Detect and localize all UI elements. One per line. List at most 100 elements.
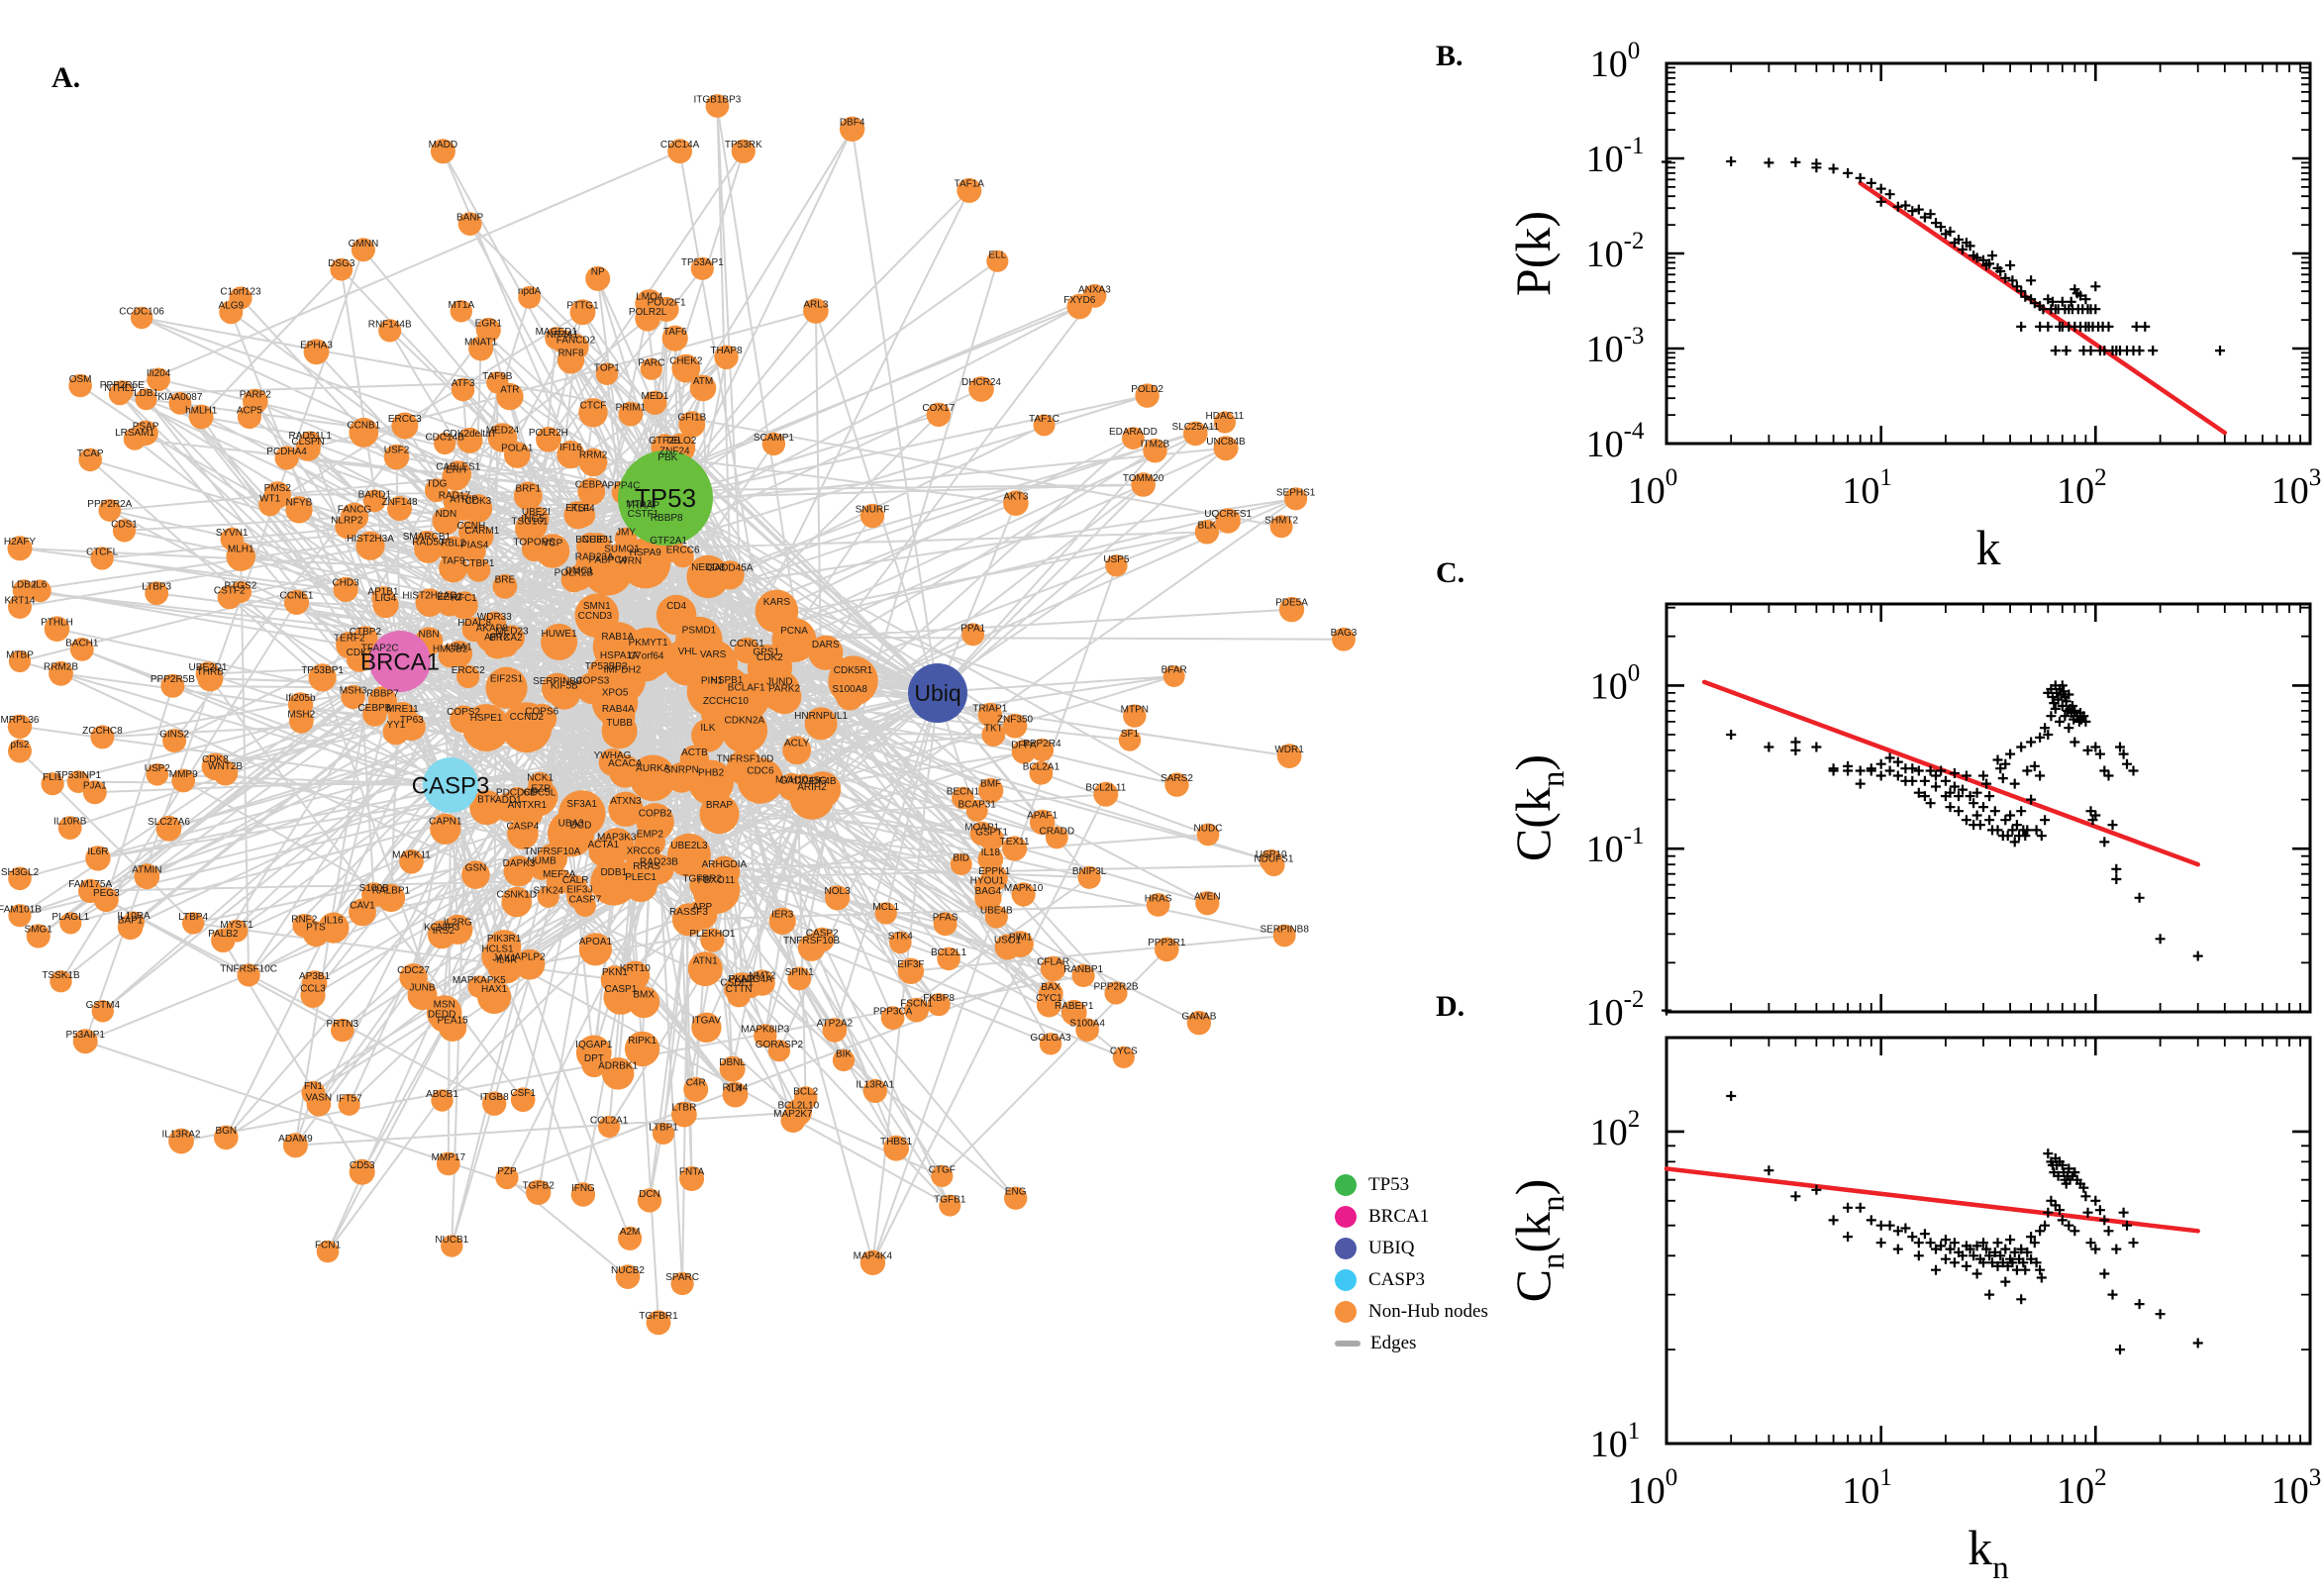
network-node [493,792,524,822]
node-label: TOP1 [594,362,620,373]
node-label: KRT14 [5,595,36,606]
node-label: PLEC1 [625,872,656,883]
node-label: BCL2A1 [1023,761,1060,772]
node-label: MADD [429,140,457,150]
node-label: CSDE1 [720,977,754,988]
network-node [123,911,145,934]
node-label: TNFRSF10C [220,963,277,974]
node-label: S100A8 [832,684,867,695]
node-label: CCND2 [510,712,545,723]
node-label: COPS3 [575,675,609,686]
network-node [570,1182,596,1207]
tp53-swatch-icon [1335,1174,1357,1196]
node-label: BAG4 [975,886,1002,897]
node-label: BFAR [1162,665,1187,676]
node-label: POU2F1 [648,298,686,309]
network-node [1093,781,1119,807]
node-label: FAM101B [0,904,42,915]
node-label: COL2A1 [590,1116,629,1127]
node-label: CHEK2 [669,356,703,367]
node-label: HIST2H3A [347,534,394,545]
network-node [1011,882,1036,907]
network-node [462,540,486,563]
node-label: CCND3 [578,611,613,622]
network-node [661,325,688,351]
node-label: IL10RB [53,817,87,828]
network-node [931,1164,954,1187]
node-label: ZNF24 [659,447,690,457]
node-label: ING5 [521,514,545,525]
network-node [123,427,147,450]
node-label: CTTN [726,984,753,995]
network-node-labels: NEDD8 KARS DDB1 PCNA XRCC6 HSPB1 RAD23A VHL VCP P… [0,94,1358,1322]
node-label: BTK [477,794,497,805]
network-node [349,1158,375,1185]
node-label: PKN2 [729,974,756,985]
plot-frame [1665,602,2312,1014]
network-node [57,816,82,840]
network-node [29,579,51,603]
node-label: ALG9 [219,301,245,312]
node-label: DCD [570,820,592,831]
hub-node-ubiq [908,663,967,723]
node-label: LTBP1 [649,1123,678,1134]
node-label: ERCC3 [388,414,422,425]
x-axis-title: k [1976,520,2001,575]
node-label: PCNA [780,626,808,637]
node-label: CLSPN [291,437,324,448]
network-node [436,1151,460,1176]
network-node [1075,1018,1099,1042]
node-label: EIF4B [809,776,837,787]
network-node [90,725,115,749]
node-label: IL6R [87,847,108,857]
scatter-markers [1662,680,2203,1016]
node-label: IL10RA [117,911,151,922]
node-label: LMO4 [636,291,663,302]
network-node [1260,848,1283,873]
node-label: ATRIP [450,495,478,506]
node-label: ITM2B [1141,440,1170,450]
node-label: SEPHS1 [1276,487,1316,498]
node-label: FKBP8 [923,993,955,1004]
network-node [437,590,462,617]
node-label: C7orf64 [629,651,664,662]
node-label: CASP4 [507,821,540,832]
network-node [700,928,725,952]
network-node [301,1080,326,1105]
node-label: ZNF350 [997,715,1034,726]
node-label: BCL2 [793,1086,818,1097]
node-label: ANTXR1 [508,800,548,811]
panel-b-label: B. [1436,40,1464,72]
network-node [731,139,756,163]
node-label: MAPK8IP3 [741,1025,789,1036]
x-tick-label: 102 [2057,464,2107,512]
network-node [378,319,402,343]
node-label: S100A4 [1069,1019,1105,1030]
network-node [749,969,775,996]
network-node [933,912,958,937]
network-node [1155,937,1179,962]
node-label: HSPA9 [630,548,661,558]
node-label: CCNE1 [280,591,314,602]
network-node [90,547,114,570]
brca1-swatch-icon [1335,1206,1357,1228]
network-node [330,257,354,281]
ubiq-swatch-icon [1335,1238,1357,1259]
node-label: NMT2 [749,971,776,982]
network-node [482,1091,507,1116]
node-label: GINS2 [159,730,189,741]
network-node [229,580,252,604]
network-node [700,686,752,737]
node-label: TNFRSF10B [783,936,841,947]
node-label: TAF1A [955,179,985,190]
node-label: PARK2 [768,684,800,695]
network-node [335,514,359,540]
network-node [608,791,644,827]
minor-ticks [1666,1038,2310,1444]
node-label: MTBP [6,650,34,661]
network-node [601,1057,635,1090]
y-tick-label: 10-2 [1586,228,1645,275]
legend-item-edges: Edges [1335,1328,1488,1359]
node-label: CTBP2 [350,627,382,638]
